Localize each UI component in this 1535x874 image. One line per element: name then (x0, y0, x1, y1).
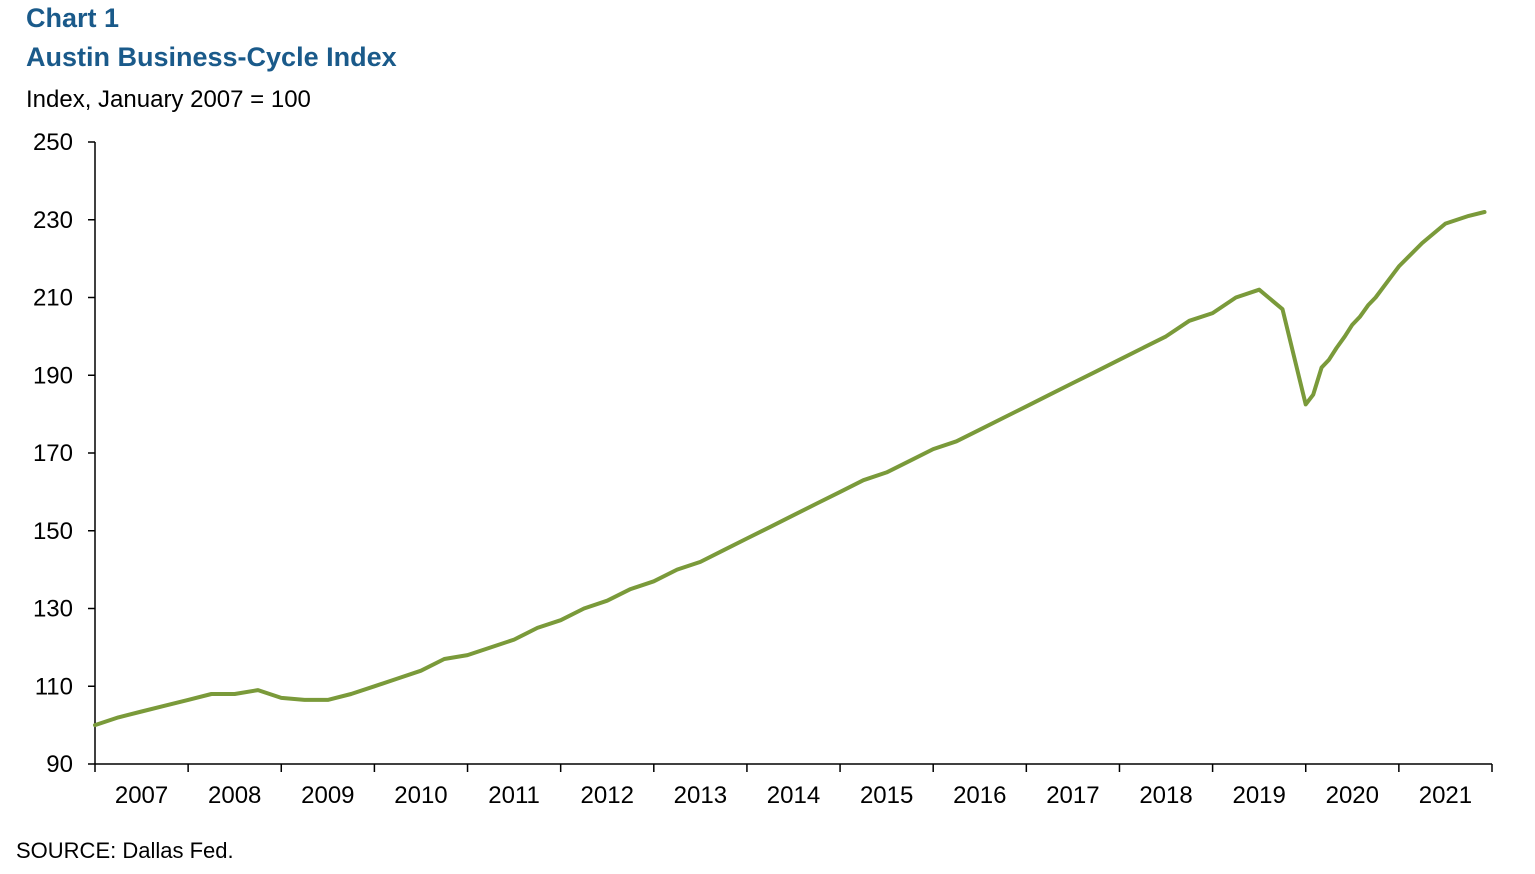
x-tick-label: 2007 (115, 782, 168, 809)
x-tick-label: 2013 (674, 782, 727, 809)
y-tick-label: 170 (33, 440, 73, 467)
y-tick-label: 250 (33, 129, 73, 156)
chart-title: Austin Business-Cycle Index (26, 42, 397, 72)
y-axis-unit-label: Index, January 2007 = 100 (26, 86, 311, 113)
x-tick-label: 2021 (1419, 782, 1472, 809)
x-tick-label: 2015 (860, 782, 913, 809)
x-tick-label: 2012 (581, 782, 634, 809)
x-axis: 2007 2008 2009 2010 2011 2012 2013 2014 2015 2016… (94, 763, 1493, 809)
y-tick-label: 150 (33, 518, 73, 545)
y-tick-label: 190 (33, 362, 73, 389)
y-axis: 90 110 130 150 170 190 210 230 250 (33, 129, 96, 778)
y-tick-label: 110 (35, 673, 73, 700)
x-tick-label: 2014 (767, 782, 820, 809)
x-tick-label: 2010 (394, 782, 447, 809)
y-tick-label: 210 (33, 285, 73, 312)
x-tick-label: 2008 (208, 782, 261, 809)
x-tick-label: 2016 (953, 782, 1006, 809)
chart-number: Chart 1 (26, 3, 120, 33)
x-tick-label: 2018 (1139, 782, 1192, 809)
x-tick-label: 2009 (301, 782, 354, 809)
series-line (93, 210, 1487, 728)
x-tick-label: 2020 (1326, 782, 1379, 809)
y-tick-label: 130 (33, 596, 73, 623)
x-tick-label: 2019 (1232, 782, 1285, 809)
x-tick-label: 2017 (1046, 782, 1099, 809)
y-tick-label: 230 (33, 207, 73, 234)
source-note: SOURCE: Dallas Fed. (16, 838, 234, 863)
x-tick-label: 2011 (488, 782, 540, 809)
y-tick-label: 90 (46, 751, 73, 778)
